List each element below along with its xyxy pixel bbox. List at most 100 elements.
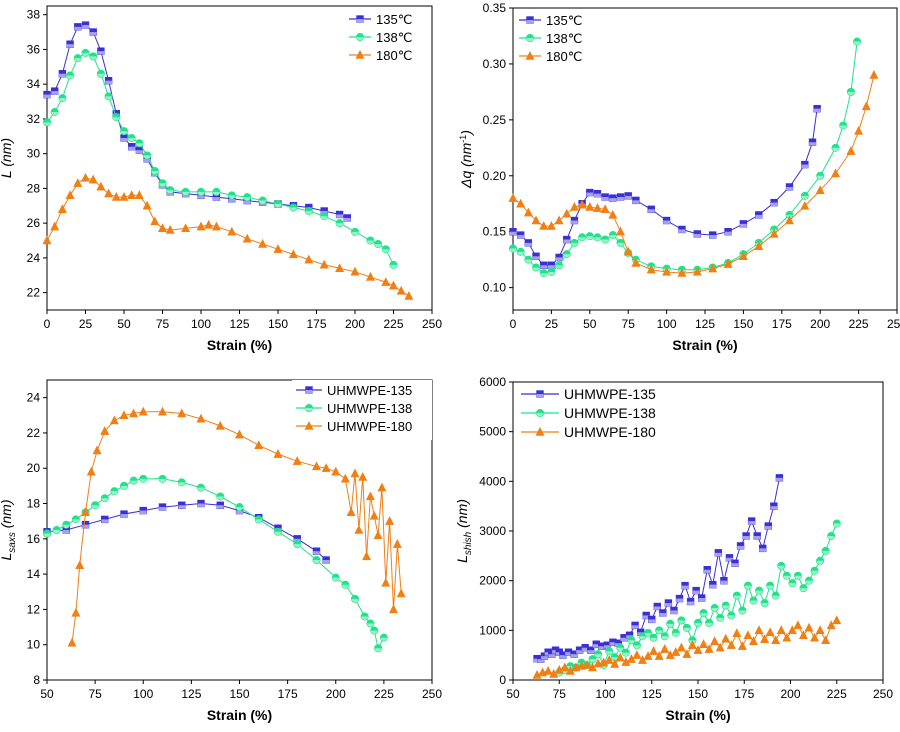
- data-point-s180: [723, 259, 733, 268]
- data-point-s135-marker-shade: [313, 551, 320, 555]
- data-point-s138-marker-shade: [62, 524, 70, 529]
- data-point-s138-marker-shade: [578, 237, 586, 241]
- data-point-s180: [769, 228, 779, 238]
- legend: UHMWPE-135 UHMWPE-138 UHMWPE-180: [517, 384, 667, 447]
- data-point-s138-marker-shade: [589, 659, 596, 663]
- data-point-s135-marker-shade: [139, 510, 147, 514]
- data-point-s138-marker-shade: [727, 615, 735, 619]
- data-point-s180: [800, 200, 810, 210]
- data-point-s135-marker-shade: [548, 654, 556, 658]
- y-tick-label: 28: [27, 181, 41, 195]
- series-s138: [42, 474, 388, 653]
- data-point-s135-marker-shade: [724, 231, 732, 236]
- data-point-s180: [65, 190, 75, 200]
- data-point-s180: [42, 235, 52, 245]
- x-tick-label: 150: [268, 317, 288, 331]
- data-point-s180: [516, 198, 526, 208]
- data-point-s180: [129, 408, 139, 418]
- data-point-s180: [134, 190, 144, 200]
- y-tick-label: 34: [27, 77, 41, 91]
- data-point-s138-marker-shade: [711, 607, 719, 612]
- x-tick-label: 125: [695, 317, 715, 331]
- data-point-s138-marker-shade: [336, 223, 343, 227]
- series-s180: [508, 70, 879, 277]
- data-point-s135-marker-shade: [62, 530, 70, 534]
- data-point-s138-marker-shade: [555, 265, 563, 269]
- x-tick-label: 175: [772, 317, 792, 331]
- legend-marker-s180: [525, 50, 535, 60]
- x-tick-label: 125: [642, 687, 662, 701]
- y-tick-label: 4000: [479, 474, 506, 488]
- data-point-s180: [539, 221, 549, 230]
- data-point-s180: [273, 244, 283, 253]
- data-point-s180: [682, 649, 692, 658]
- data-point-s138-marker-shade: [794, 575, 802, 580]
- data-point-s180: [138, 406, 148, 416]
- x-tick-label: 50: [40, 687, 54, 701]
- data-point-s138-marker-shade: [53, 530, 61, 534]
- data-point-s180: [562, 208, 572, 218]
- data-point-s138-marker-shade: [847, 91, 855, 96]
- data-point-s180: [242, 233, 252, 243]
- data-point-s135-marker-shade: [213, 197, 220, 201]
- data-point-s180: [86, 466, 96, 476]
- data-point-s135-marker-shade: [517, 235, 525, 239]
- data-point-s138-marker-shade: [305, 210, 313, 215]
- data-point-s180: [765, 627, 775, 637]
- data-point-s180: [861, 101, 871, 111]
- data-point-s135-marker-shade: [586, 192, 594, 196]
- y-axis-label: L (nm): [0, 138, 14, 178]
- data-point-s135-marker-shade: [813, 108, 821, 113]
- data-point-s138-marker-shade: [617, 242, 624, 247]
- data-point-s135-marker-shade: [703, 569, 711, 574]
- data-point-s180: [362, 551, 372, 561]
- legend-marker-s180: [355, 49, 365, 59]
- data-point-s138-marker-shade: [197, 487, 205, 492]
- data-point-s138-marker-shade: [367, 240, 374, 244]
- data-point-s138-marker-shade: [571, 242, 578, 247]
- series-s138: [508, 37, 862, 278]
- data-point-s180: [127, 190, 137, 200]
- data-point-s135-marker-shade: [555, 257, 563, 261]
- data-point-s138-marker-shade: [290, 207, 297, 211]
- data-point-s138-marker-shade: [532, 267, 540, 271]
- data-point-s180: [615, 652, 625, 662]
- x-axis-label: Strain (%): [665, 707, 730, 723]
- data-point-s180: [331, 466, 341, 476]
- data-point-s135-marker-shade: [620, 637, 628, 642]
- data-point-s180: [158, 223, 167, 233]
- data-point-s135-marker-shade: [693, 233, 701, 238]
- data-point-s180: [810, 632, 820, 642]
- data-point-s180: [57, 204, 67, 213]
- data-point-s135-marker-shade: [617, 197, 624, 201]
- data-point-s180: [354, 524, 364, 534]
- data-point-s138-marker-shade: [128, 138, 136, 142]
- data-point-s180: [75, 560, 85, 569]
- data-point-s138-marker-shade: [509, 248, 517, 252]
- data-point-s180: [692, 266, 702, 276]
- data-point-s180: [610, 659, 620, 668]
- data-point-s135-marker-shade: [532, 256, 540, 260]
- data-point-s180: [73, 178, 83, 187]
- data-point-s180: [196, 221, 206, 231]
- data-point-s135-marker-shade: [709, 584, 717, 589]
- data-point-s138-marker-shade: [43, 533, 51, 537]
- data-point-s138-marker-shade: [586, 236, 594, 240]
- data-point-s138-marker-shade: [120, 131, 128, 135]
- series-s180: [67, 406, 406, 647]
- data-point-s135-marker-shade: [753, 535, 761, 540]
- y-tick-label: 30: [27, 147, 41, 161]
- data-point-s138-marker-shade: [772, 595, 780, 599]
- data-point-s180: [623, 246, 633, 256]
- legend-marker-s135-marker-shade: [356, 19, 364, 23]
- data-point-s180: [211, 221, 221, 231]
- data-point-s180: [708, 263, 718, 273]
- data-point-s138-marker-shade: [293, 544, 301, 548]
- data-point-s180: [815, 625, 825, 635]
- data-point-s138-marker-shade: [644, 632, 652, 637]
- data-point-s135-marker-shade: [631, 625, 639, 629]
- data-point-s138-marker-shade: [766, 585, 774, 590]
- data-point-s180: [81, 507, 90, 517]
- data-point-s180: [662, 266, 672, 276]
- data-point-s138-marker-shade: [91, 505, 99, 509]
